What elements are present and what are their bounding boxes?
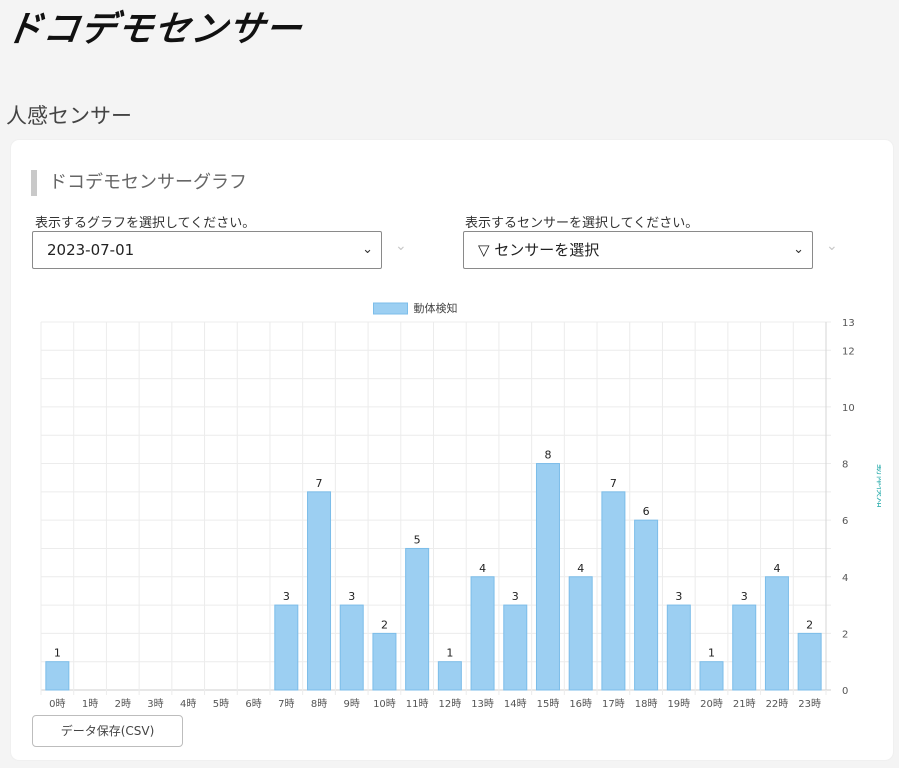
chart-bar <box>535 463 560 691</box>
sensor-select-value: ▽ センサーを選択 <box>478 241 600 259</box>
x-tick-label: 3時 <box>147 698 163 710</box>
data-label: 1 <box>54 647 61 660</box>
x-tick-label: 0時 <box>49 698 65 710</box>
data-label: 3 <box>675 590 682 603</box>
chart-bar <box>405 547 430 691</box>
y-tick-label: 8 <box>842 460 848 471</box>
chart-bar <box>797 632 822 691</box>
chart-bar <box>339 604 364 691</box>
chevron-down-icon: ⌄ <box>826 238 838 254</box>
page-title: 人感センサー <box>6 104 132 128</box>
data-label: 6 <box>643 505 650 518</box>
data-label: 3 <box>348 590 355 603</box>
graph-date-select-value: 2023-07-01 <box>47 241 135 259</box>
x-tick-label: 2時 <box>115 698 131 710</box>
chart-bar <box>372 632 397 691</box>
y-axis-title: 動体検知 <box>875 464 881 508</box>
chart-bar <box>666 604 691 691</box>
x-tick-label: 18時 <box>635 698 658 710</box>
chart-bar <box>732 604 757 691</box>
x-tick-label: 9時 <box>344 698 360 710</box>
data-label: 2 <box>806 618 813 631</box>
y-tick-label: 4 <box>842 573 848 584</box>
chart-bar <box>45 661 70 691</box>
chart-bar <box>634 519 659 691</box>
x-tick-label: 15時 <box>537 698 560 710</box>
x-tick-label: 19時 <box>667 698 690 710</box>
x-tick-label: 16時 <box>569 698 592 710</box>
x-tick-label: 8時 <box>311 698 327 710</box>
data-label: 1 <box>708 647 715 660</box>
x-tick-label: 12時 <box>438 698 461 710</box>
chevron-down-icon: ⌄ <box>362 242 373 257</box>
data-label: 4 <box>479 562 486 575</box>
save-csv-button[interactable]: データ保存(CSV) <box>32 715 183 747</box>
chart-bar <box>437 661 462 691</box>
x-tick-label: 7時 <box>278 698 294 710</box>
x-tick-label: 21時 <box>733 698 756 710</box>
section-title: ドコデモセンサーグラフ <box>31 170 247 196</box>
data-label: 3 <box>512 590 519 603</box>
data-label: 4 <box>773 562 780 575</box>
data-label: 7 <box>316 477 323 490</box>
chevron-down-icon: ⌄ <box>793 242 804 257</box>
x-tick-label: 6時 <box>245 698 261 710</box>
sensor-select[interactable]: ▽ センサーを選択 ⌄ <box>463 231 813 269</box>
x-tick-label: 11時 <box>406 698 429 710</box>
y-tick-label: 12 <box>842 346 855 357</box>
chart-bar <box>503 604 528 691</box>
y-tick-label: 2 <box>842 629 848 640</box>
data-label: 4 <box>577 562 584 575</box>
y-tick-label: 10 <box>842 403 855 414</box>
x-tick-label: 17時 <box>602 698 625 710</box>
sensor-select-label: 表示するセンサーを選択してください。 <box>465 216 699 231</box>
graph-card: ドコデモセンサーグラフ 表示するグラフを選択してください。 2023-07-01… <box>11 140 893 760</box>
chart-bar <box>470 576 495 691</box>
legend-swatch <box>373 302 408 315</box>
data-label: 3 <box>741 590 748 603</box>
data-label: 5 <box>414 533 421 546</box>
graph-date-select[interactable]: 2023-07-01 ⌄ <box>32 231 382 269</box>
x-tick-label: 14時 <box>504 698 527 710</box>
x-tick-label: 1時 <box>82 698 98 710</box>
x-tick-label: 23時 <box>798 698 821 710</box>
chart-bar <box>601 491 626 691</box>
data-label: 1 <box>446 647 453 660</box>
x-tick-label: 10時 <box>373 698 396 710</box>
graph-select-label: 表示するグラフを選択してください。 <box>35 216 256 231</box>
x-tick-label: 4時 <box>180 698 196 710</box>
y-tick-label: 13 <box>842 318 855 329</box>
y-tick-label: 0 <box>842 686 848 697</box>
data-label: 3 <box>283 590 290 603</box>
y-tick-label: 6 <box>842 516 848 527</box>
chevron-down-icon: ⌄ <box>395 238 407 254</box>
data-label: 7 <box>610 477 617 490</box>
legend-label: 動体検知 <box>414 301 458 315</box>
x-tick-label: 20時 <box>700 698 723 710</box>
chart-bar <box>568 576 593 691</box>
chart-bar <box>764 576 789 691</box>
x-tick-label: 5時 <box>213 698 229 710</box>
data-label: 2 <box>381 618 388 631</box>
chart-bar <box>307 491 332 691</box>
app-logo[interactable]: ドコデモセンサー <box>3 9 305 50</box>
x-tick-label: 13時 <box>471 698 494 710</box>
chart-bar <box>274 604 299 691</box>
data-label: 8 <box>544 449 551 462</box>
chart-bar <box>699 661 724 691</box>
x-tick-label: 22時 <box>766 698 789 710</box>
